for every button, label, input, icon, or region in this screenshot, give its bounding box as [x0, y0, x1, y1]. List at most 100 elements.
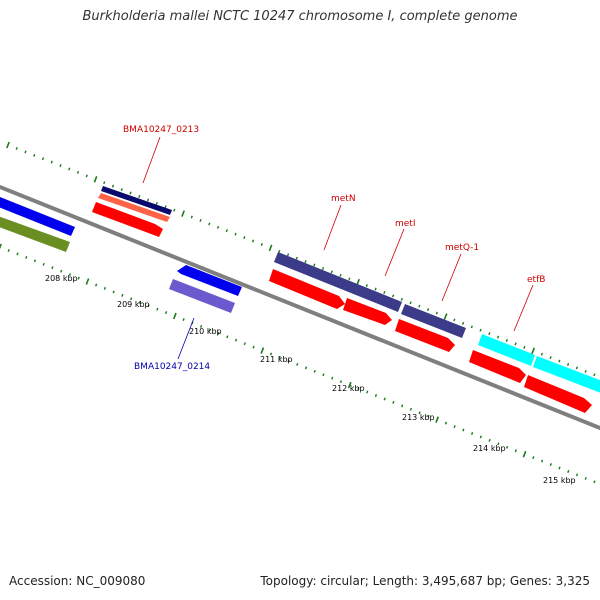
gene-salmon-0213[interactable]: [98, 193, 170, 222]
inner-minor-tick: [409, 407, 413, 411]
outer-minor-tick: [208, 222, 211, 226]
gene-etfB-red-b[interactable]: [524, 375, 592, 413]
outer-minor-tick: [68, 167, 71, 171]
outer-minor-tick: [76, 170, 80, 174]
inner-minor-tick: [296, 362, 299, 366]
gene-navy-0213[interactable]: [101, 186, 172, 215]
gene-label-metI[interactable]: metI: [395, 219, 416, 229]
gene-label-etfB[interactable]: etfB: [527, 275, 545, 285]
outer-major-tick: [93, 176, 98, 183]
gene-metN-protein[interactable]: [274, 252, 402, 312]
gene-blue-0214[interactable]: [177, 265, 242, 296]
gene-label-BMA10247_0214[interactable]: BMA10247_0214: [134, 362, 210, 372]
gene-label-metN[interactable]: metN: [331, 194, 356, 204]
outer-minor-tick: [304, 260, 307, 264]
outer-minor-tick: [50, 160, 53, 164]
outer-minor-tick: [243, 236, 246, 240]
inner-minor-tick: [68, 273, 72, 277]
inner-minor-tick: [60, 269, 63, 273]
inner-minor-tick: [269, 352, 273, 356]
genome-backbone: [0, 184, 600, 431]
inner-minor-tick: [322, 373, 325, 377]
inner-minor-tick: [121, 293, 124, 297]
outer-minor-tick: [505, 339, 508, 342]
gene-metN[interactable]: [269, 269, 345, 309]
inner-minor-tick: [514, 449, 517, 453]
outer-minor-tick: [251, 239, 255, 243]
inner-minor-tick: [33, 259, 37, 263]
inner-major-tick: [172, 312, 177, 320]
inner-minor-tick: [182, 318, 185, 321]
outer-minor-tick: [348, 277, 351, 281]
outer-minor-tick: [103, 181, 106, 185]
outer-minor-tick: [523, 345, 526, 349]
tick-label-213: 213 kbp: [402, 413, 435, 422]
gene-label-BMA10247_0213[interactable]: BMA10247_0213: [123, 125, 199, 135]
inner-minor-tick: [418, 411, 421, 415]
inner-minor-tick: [164, 311, 168, 315]
outer-minor-tick: [260, 243, 263, 246]
outer-minor-tick: [295, 256, 298, 260]
gene-red-0213[interactable]: [92, 202, 163, 237]
outer-minor-tick: [155, 201, 158, 205]
outer-minor-tick: [418, 304, 421, 308]
outer-minor-tick: [199, 218, 202, 222]
outer-minor-tick: [409, 301, 412, 305]
inner-major-tick: [435, 416, 440, 423]
inner-minor-tick: [77, 276, 80, 280]
inner-minor-tick: [42, 262, 45, 266]
outer-minor-tick: [383, 291, 386, 294]
outer-minor-tick: [461, 321, 465, 325]
outer-major-tick: [181, 210, 185, 217]
gene-label-metQ-1[interactable]: metQ-1: [445, 243, 479, 253]
tick-label-209: 209 kbp: [117, 300, 150, 309]
inner-minor-tick: [287, 359, 290, 363]
inner-minor-tick: [234, 338, 238, 342]
gene-metI[interactable]: [343, 298, 392, 325]
gene-metQ-1[interactable]: [395, 319, 455, 352]
outer-major-tick: [531, 347, 536, 355]
outer-major-tick: [6, 141, 10, 149]
gene-slateblue-0214[interactable]: [169, 279, 235, 313]
outer-major-tick: [443, 313, 448, 320]
topology-summary: Topology: circular; Length: 3,495,687 bp…: [260, 574, 590, 588]
inner-minor-tick: [208, 328, 211, 332]
outer-major-tick: [268, 244, 273, 252]
outer-minor-tick: [575, 366, 579, 370]
outer-minor-tick: [234, 232, 237, 236]
outer-minor-tick: [41, 157, 45, 161]
inner-minor-tick: [549, 463, 552, 467]
accession-text: Accession: NC_009080: [9, 574, 146, 588]
gene-etfB[interactable]: [469, 350, 526, 383]
tick-label-210: 210 kbp: [189, 327, 222, 336]
inner-minor-tick: [470, 432, 474, 435]
inner-minor-tick: [217, 331, 220, 335]
outer-minor-tick: [129, 191, 132, 195]
gene-blue-left[interactable]: [0, 195, 75, 236]
inner-minor-tick: [427, 414, 430, 418]
inner-minor-tick: [374, 394, 378, 397]
tick-label-212: 212 kbp: [332, 384, 365, 393]
outer-minor-tick: [391, 294, 395, 298]
gene-metI-protein[interactable]: [401, 304, 466, 338]
gene-etfB-cyan-b[interactable]: [533, 356, 600, 393]
outer-minor-tick: [190, 215, 193, 219]
outer-minor-tick: [146, 198, 150, 202]
tick-label-208: 208 kbp: [45, 274, 78, 283]
outer-minor-tick: [120, 188, 123, 192]
inner-minor-tick: [103, 286, 107, 290]
gene-olive-left[interactable]: [0, 215, 70, 252]
inner-minor-tick: [584, 476, 587, 480]
inner-major-tick: [522, 450, 527, 458]
outer-minor-tick: [479, 328, 482, 332]
outer-minor-tick: [138, 194, 141, 198]
inner-minor-tick: [226, 335, 229, 339]
outer-minor-tick: [584, 369, 587, 373]
inner-minor-tick: [540, 459, 544, 463]
inner-minor-tick: [575, 473, 579, 477]
inner-major-tick: [347, 381, 352, 389]
outer-tick-track: [6, 141, 596, 377]
outer-minor-tick: [453, 318, 456, 322]
gene-etfB-cyan-a[interactable]: [478, 334, 535, 366]
